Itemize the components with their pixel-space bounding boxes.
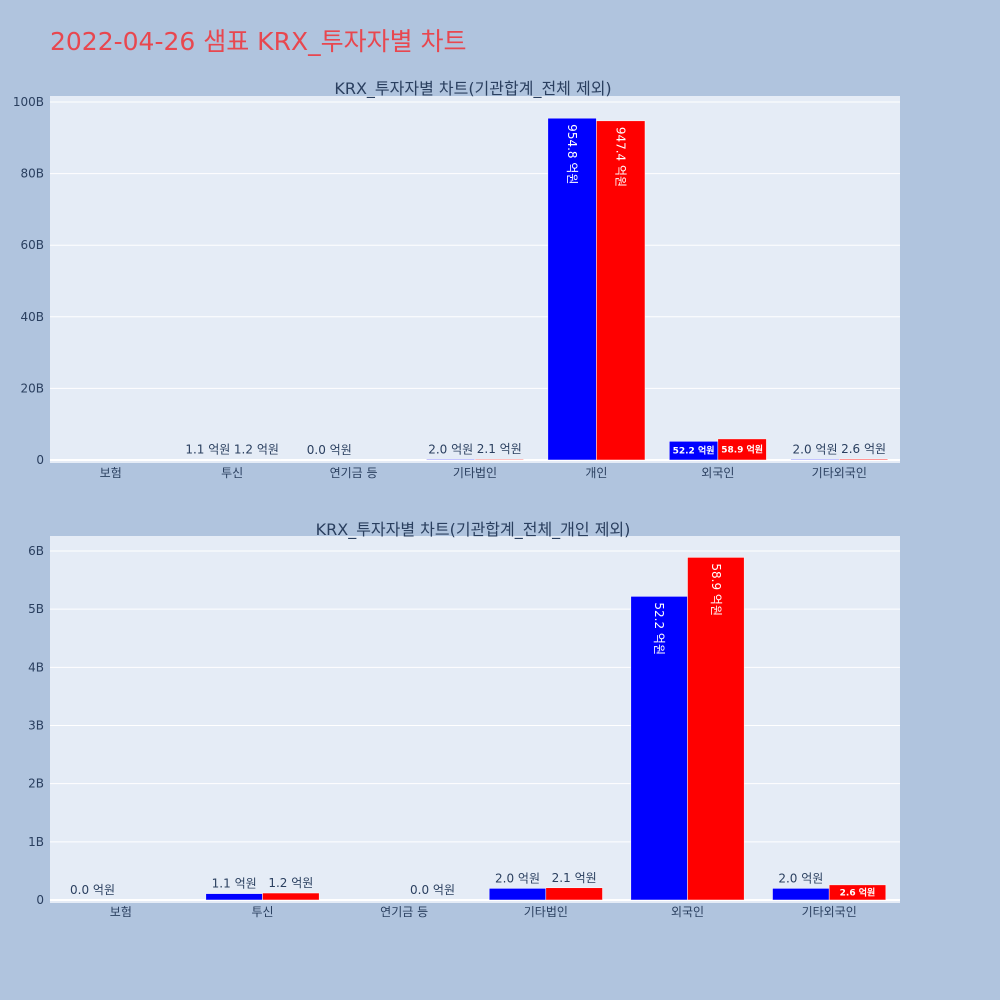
bar: [262, 892, 320, 901]
bar: [205, 893, 263, 901]
data-label: 52.2 억원: [652, 602, 666, 655]
bar: [426, 459, 476, 461]
y-tick-label: 6B: [28, 544, 44, 558]
data-label: 2.0 억원: [428, 442, 473, 456]
data-label: 1.2 억원: [268, 876, 313, 890]
x-tick-label: 기타법인: [453, 466, 497, 480]
y-tick-label: 4B: [28, 660, 44, 674]
x-tick-label: 보험: [100, 466, 122, 480]
x-tick-label: 연기금 등: [380, 905, 428, 919]
chart-title: KRX_투자자별 차트(기관합계_전체_개인 제외): [316, 520, 631, 540]
y-tick-label: 3B: [28, 719, 44, 733]
y-tick-label: 80B: [20, 167, 44, 181]
bar: [545, 887, 603, 901]
x-tick-label: 보험: [110, 905, 132, 919]
data-label: 0.0 억원: [410, 883, 455, 897]
chart-1: 0 20B 40B 60B 80B 100B KRX_투자자별 차트(기관합계_전체 제외)…: [13, 79, 900, 480]
data-label: 52.2 억원: [673, 445, 715, 457]
plot-area: [50, 536, 900, 903]
bar: [596, 120, 646, 461]
data-label: 0.0 억원: [70, 883, 115, 897]
y-tick-label: 40B: [20, 310, 44, 324]
data-label: 2.0 억원: [793, 442, 838, 456]
data-label: 2.0 억원: [778, 871, 823, 885]
bar: [474, 458, 524, 461]
plot-area: [50, 96, 900, 463]
data-label: 2.6 억원: [840, 886, 876, 898]
x-tick-label: 투신: [221, 466, 243, 480]
bar: [687, 557, 745, 901]
x-tick-label: 개인: [585, 466, 607, 480]
data-label: 1.2 억원: [234, 443, 279, 457]
data-label: 0.0 억원: [307, 443, 352, 457]
data-label: 2.1 억원: [477, 442, 522, 456]
bar: [717, 438, 767, 461]
bar: [488, 888, 547, 901]
data-label: 58.9 억원: [709, 563, 723, 616]
x-tick-label: 기타외국인: [802, 905, 857, 919]
x-tick-label: 연기금 등: [330, 466, 378, 480]
y-tick-label: 5B: [28, 602, 44, 616]
data-label: 2.0 억원: [495, 871, 540, 885]
chart-2: 0 1B 2B 3B 4B 5B 6B KRX_투자자별 차트(기관합계_전체_개인 제외) 보…: [28, 520, 900, 919]
bar: [790, 459, 840, 461]
data-label: 947.4 억원: [614, 127, 628, 187]
data-label: 58.9 억원: [721, 443, 763, 455]
data-label: 1.1 억원: [212, 877, 257, 891]
x-tick-label: 투신: [251, 905, 273, 919]
x-tick-label: 외국인: [671, 905, 704, 919]
y-tick-label: 60B: [20, 238, 44, 252]
bar: [772, 888, 830, 901]
y-tick-label: 20B: [20, 381, 44, 395]
x-tick-label: 기타법인: [524, 905, 568, 919]
bar: [828, 884, 887, 901]
y-tick-label: 2B: [28, 777, 44, 791]
y-tick-label: 1B: [28, 835, 44, 849]
bar: [839, 458, 889, 461]
x-tick-label: 외국인: [701, 466, 734, 480]
data-label: 954.8 억원: [565, 124, 579, 184]
chart-title: KRX_투자자별 차트(기관합계_전체 제외): [334, 79, 611, 99]
page-title: 2022-04-26 샘표 KRX_투자자별 차트: [50, 27, 467, 56]
y-tick-label: 100B: [13, 95, 44, 109]
bar: [630, 596, 688, 901]
data-label: 2.1 억원: [552, 871, 597, 885]
y-tick-label: 0: [36, 453, 44, 467]
y-tick-label: 0: [36, 893, 44, 907]
x-tick-label: 기타외국인: [812, 466, 867, 480]
data-label: 2.6 억원: [841, 442, 886, 456]
data-label: 1.1 억원: [185, 443, 230, 457]
